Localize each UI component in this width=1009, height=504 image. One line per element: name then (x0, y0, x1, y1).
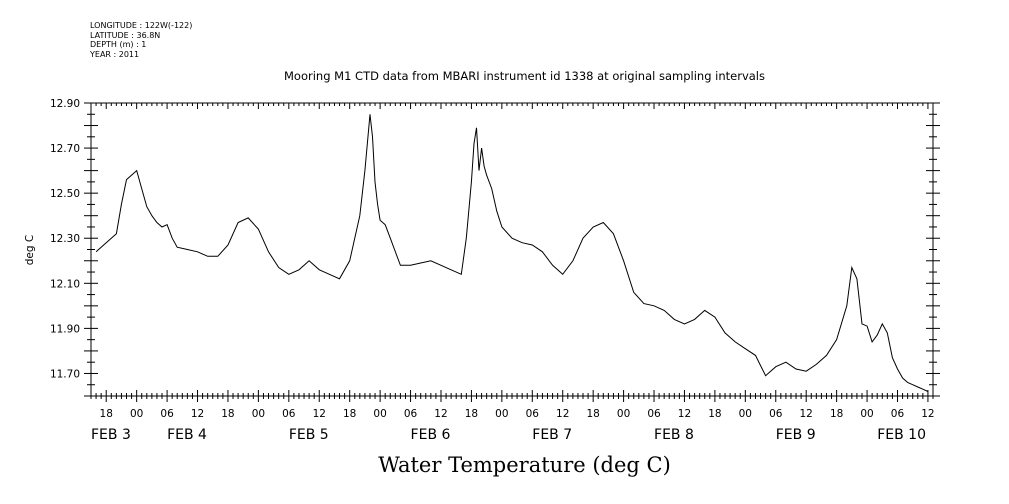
x-tick-label: 18 (465, 408, 478, 420)
x-tick-label: 00 (860, 408, 873, 420)
x-tick-label: 00 (130, 408, 143, 420)
day-label: FEB 8 (654, 427, 694, 443)
day-label: FEB 5 (289, 427, 329, 443)
metadata-block: LONGITUDE : 122W(-122) LATITUDE : 36.8N … (90, 21, 192, 59)
x-tick-label: 06 (160, 408, 174, 420)
x-tick-label: 12 (678, 408, 691, 420)
x-tick-label: 06 (769, 408, 783, 420)
day-label: FEB 3 (91, 427, 131, 443)
day-label: FEB 10 (877, 427, 926, 443)
x-tick-label: 06 (282, 408, 296, 420)
y-tick-label: 11.70 (50, 368, 80, 380)
x-tick-label: 06 (891, 408, 905, 420)
x-tick-label: 00 (252, 408, 265, 420)
day-label: FEB 9 (776, 427, 816, 443)
x-tick-label: 00 (617, 408, 630, 420)
x-axis-title: Water Temperature (deg C) (378, 453, 671, 477)
x-tick-label: 12 (434, 408, 447, 420)
y-tick-labels: 12.90 12.70 12.50 12.30 12.10 11.90 11.70 (50, 98, 80, 380)
x-tick-label: 12 (313, 408, 326, 420)
x-tick-label: 12 (800, 408, 813, 420)
y-tick-label: 12.30 (50, 233, 80, 245)
x-tick-label: 06 (526, 408, 540, 420)
y-tick-label: 11.90 (50, 323, 80, 335)
x-tick-label: 18 (708, 408, 721, 420)
y-tick-label: 12.10 (50, 278, 80, 290)
day-label: FEB 4 (167, 427, 207, 443)
y-tick-label: 12.90 (50, 98, 80, 110)
x-tick-label: 12 (191, 408, 204, 420)
x-tick-label: 00 (373, 408, 386, 420)
depth-label: DEPTH (m) : 1 (90, 40, 147, 49)
x-tick-label: 00 (739, 408, 752, 420)
longitude-label: LONGITUDE : 122W(-122) (90, 21, 193, 30)
x-tick-label: 18 (221, 408, 234, 420)
latitude-label: LATITUDE : 36.8N (90, 30, 161, 40)
x-tick-labels: 18 00 06 12 18 00 06 12 18 00 06 12 18 00 06 12 18 00 06 12… (100, 408, 935, 420)
x-tick-label: 00 (495, 408, 508, 420)
day-label: FEB 7 (532, 427, 572, 443)
year-label: YEAR : 2011 (90, 49, 140, 59)
x-tick-label: 18 (100, 408, 113, 420)
day-label: FEB 6 (411, 427, 451, 443)
plot-frame (90, 102, 934, 397)
tick-marks (84, 102, 940, 402)
x-tick-label: 18 (343, 408, 356, 420)
y-tick-label: 12.50 (50, 188, 80, 200)
x-tick-label: 12 (556, 408, 569, 420)
chart-title: Mooring M1 CTD data from MBARI instrumen… (284, 69, 765, 83)
x-tick-label: 06 (404, 408, 418, 420)
x-tick-label: 18 (830, 408, 843, 420)
x-tick-label: 12 (921, 408, 934, 420)
series-line-water-temperature (95, 114, 929, 392)
day-labels: FEB 3 FEB 4 FEB 5 FEB 6 FEB 7 FEB 8 FEB 9 FEB 1… (91, 427, 926, 443)
y-axis-label: deg C (24, 235, 36, 265)
x-tick-label: 18 (586, 408, 599, 420)
y-tick-label: 12.70 (50, 143, 80, 155)
x-tick-label: 06 (647, 408, 661, 420)
